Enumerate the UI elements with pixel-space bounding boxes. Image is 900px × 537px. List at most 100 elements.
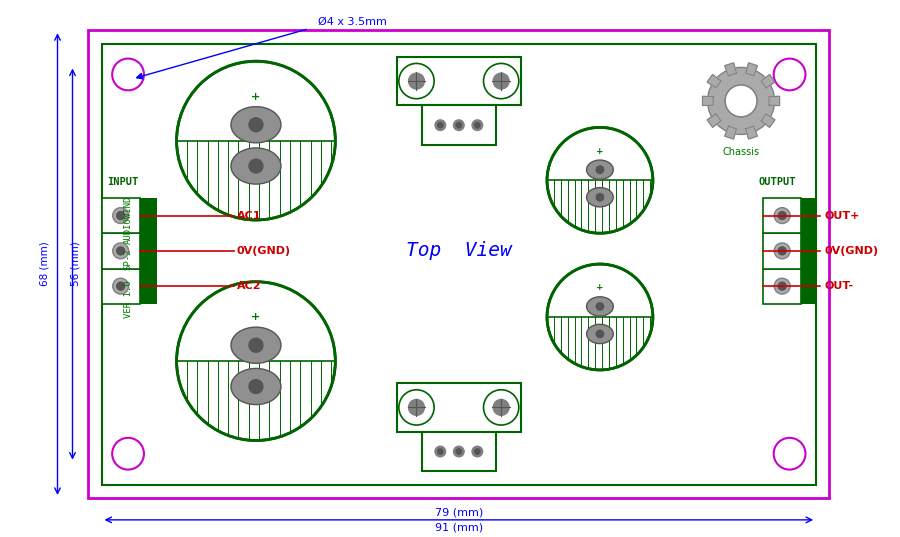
Circle shape bbox=[249, 159, 263, 173]
Circle shape bbox=[493, 400, 509, 415]
Text: AC1: AC1 bbox=[237, 211, 261, 221]
Circle shape bbox=[774, 243, 790, 259]
Circle shape bbox=[774, 208, 790, 223]
Circle shape bbox=[437, 122, 443, 128]
Circle shape bbox=[596, 166, 604, 173]
Text: +: + bbox=[596, 147, 604, 156]
Bar bbox=[763, 233, 801, 268]
Ellipse shape bbox=[231, 107, 281, 143]
Circle shape bbox=[774, 278, 790, 294]
Polygon shape bbox=[761, 75, 775, 88]
Polygon shape bbox=[707, 75, 721, 88]
Text: AC2: AC2 bbox=[237, 281, 261, 291]
Text: 0V(GND): 0V(GND) bbox=[237, 246, 291, 256]
Circle shape bbox=[435, 446, 446, 457]
Circle shape bbox=[774, 438, 806, 469]
Circle shape bbox=[778, 212, 786, 220]
Circle shape bbox=[409, 73, 425, 89]
Text: SP-2: SP-2 bbox=[123, 249, 132, 271]
Text: +: + bbox=[251, 313, 261, 322]
Circle shape bbox=[483, 63, 518, 99]
Circle shape bbox=[483, 390, 518, 425]
Bar bbox=[797, 198, 816, 304]
Text: Chassis: Chassis bbox=[723, 147, 760, 157]
Text: Ø4 x 3.5mm: Ø4 x 3.5mm bbox=[318, 17, 387, 26]
Text: 56 (mm): 56 (mm) bbox=[70, 242, 80, 286]
Circle shape bbox=[596, 303, 604, 310]
Circle shape bbox=[454, 446, 464, 457]
Circle shape bbox=[117, 282, 124, 290]
Bar bbox=[102, 43, 816, 484]
Circle shape bbox=[493, 73, 509, 89]
Bar bbox=[397, 57, 520, 105]
Circle shape bbox=[725, 85, 757, 117]
Circle shape bbox=[117, 247, 124, 255]
Text: OUT+: OUT+ bbox=[824, 211, 860, 221]
Circle shape bbox=[435, 120, 446, 130]
Circle shape bbox=[112, 243, 129, 259]
Ellipse shape bbox=[587, 324, 613, 344]
Bar bbox=[422, 105, 496, 145]
Circle shape bbox=[117, 212, 124, 220]
Circle shape bbox=[596, 193, 604, 201]
Polygon shape bbox=[761, 114, 775, 127]
Text: INPUT: INPUT bbox=[107, 177, 139, 187]
Circle shape bbox=[474, 122, 480, 128]
Circle shape bbox=[112, 438, 144, 469]
Text: +: + bbox=[251, 92, 261, 102]
Bar bbox=[422, 432, 496, 471]
Circle shape bbox=[456, 122, 462, 128]
Ellipse shape bbox=[231, 368, 281, 404]
Circle shape bbox=[774, 59, 806, 90]
Circle shape bbox=[456, 449, 462, 454]
Circle shape bbox=[778, 247, 786, 255]
Polygon shape bbox=[746, 126, 758, 139]
Circle shape bbox=[437, 449, 443, 454]
Ellipse shape bbox=[587, 297, 613, 316]
Circle shape bbox=[454, 120, 464, 130]
Circle shape bbox=[399, 63, 434, 99]
Circle shape bbox=[778, 282, 786, 290]
Circle shape bbox=[474, 449, 480, 454]
Text: +: + bbox=[596, 284, 604, 293]
Circle shape bbox=[112, 59, 144, 90]
Bar bbox=[763, 268, 801, 304]
Circle shape bbox=[249, 118, 263, 132]
Circle shape bbox=[112, 278, 129, 294]
Bar bbox=[139, 198, 158, 304]
Polygon shape bbox=[746, 63, 758, 76]
Ellipse shape bbox=[231, 148, 281, 184]
Text: AUDIOWIND: AUDIOWIND bbox=[123, 196, 132, 244]
Ellipse shape bbox=[587, 160, 613, 179]
Circle shape bbox=[409, 400, 425, 415]
Polygon shape bbox=[769, 96, 779, 106]
Polygon shape bbox=[724, 63, 736, 76]
Bar bbox=[397, 383, 520, 432]
Polygon shape bbox=[707, 114, 721, 127]
Circle shape bbox=[472, 446, 482, 457]
Circle shape bbox=[547, 264, 652, 370]
Circle shape bbox=[707, 68, 775, 134]
Polygon shape bbox=[703, 96, 713, 106]
Bar bbox=[102, 233, 140, 268]
Text: OUTPUT: OUTPUT bbox=[759, 177, 796, 187]
Polygon shape bbox=[724, 126, 736, 139]
Text: 79 (mm): 79 (mm) bbox=[435, 507, 483, 517]
Circle shape bbox=[249, 338, 263, 352]
Circle shape bbox=[399, 390, 434, 425]
Text: 68 (mm): 68 (mm) bbox=[40, 242, 50, 286]
Ellipse shape bbox=[587, 187, 613, 207]
Circle shape bbox=[176, 282, 336, 440]
Text: OUT-: OUT- bbox=[824, 281, 854, 291]
Text: 0V(GND): 0V(GND) bbox=[824, 246, 879, 256]
Circle shape bbox=[249, 380, 263, 394]
Circle shape bbox=[112, 208, 129, 223]
Circle shape bbox=[725, 85, 757, 117]
Bar bbox=[102, 268, 140, 304]
Bar bbox=[88, 31, 829, 498]
Circle shape bbox=[176, 61, 336, 220]
Circle shape bbox=[596, 330, 604, 338]
Bar bbox=[102, 198, 140, 233]
Text: VER 1.0: VER 1.0 bbox=[123, 280, 132, 318]
Bar bbox=[763, 198, 801, 233]
